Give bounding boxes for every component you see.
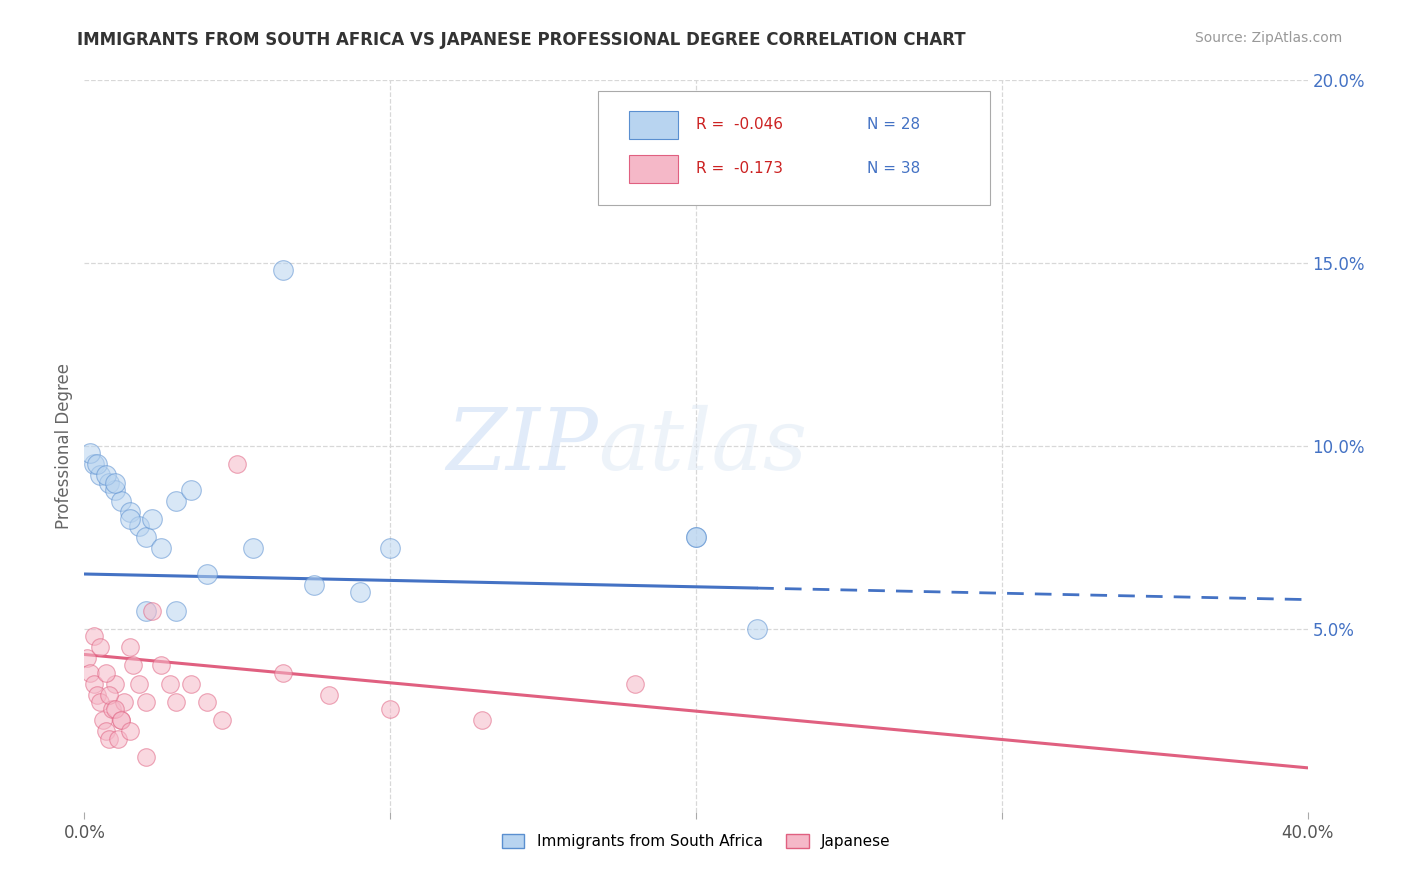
- Point: [104, 702, 127, 716]
- Point: [271, 665, 294, 680]
- Point: [83, 676, 105, 690]
- Point: [747, 622, 769, 636]
- Text: R =  -0.046: R = -0.046: [696, 118, 783, 132]
- Point: [120, 724, 142, 739]
- Point: [380, 541, 402, 556]
- FancyBboxPatch shape: [628, 155, 678, 183]
- Point: [226, 457, 249, 471]
- Point: [94, 665, 117, 680]
- Point: [104, 483, 127, 497]
- Point: [97, 475, 120, 490]
- FancyBboxPatch shape: [598, 91, 990, 204]
- Point: [128, 519, 150, 533]
- Point: [135, 530, 157, 544]
- Text: atlas: atlas: [598, 405, 807, 487]
- Point: [141, 603, 163, 617]
- Point: [165, 603, 187, 617]
- Point: [165, 695, 187, 709]
- Point: [624, 676, 647, 690]
- Point: [141, 512, 163, 526]
- Point: [180, 676, 202, 690]
- Point: [89, 695, 111, 709]
- Point: [94, 468, 117, 483]
- Point: [110, 714, 132, 728]
- Text: ZIP: ZIP: [446, 405, 598, 487]
- Point: [135, 695, 157, 709]
- Point: [86, 688, 108, 702]
- Point: [135, 603, 157, 617]
- Legend: Immigrants from South Africa, Japanese: Immigrants from South Africa, Japanese: [495, 828, 897, 855]
- Point: [242, 541, 264, 556]
- FancyBboxPatch shape: [628, 111, 678, 139]
- Point: [79, 446, 101, 460]
- Point: [120, 512, 142, 526]
- Point: [128, 676, 150, 690]
- Point: [79, 665, 101, 680]
- Point: [104, 475, 127, 490]
- Point: [380, 702, 402, 716]
- Point: [122, 658, 145, 673]
- Point: [104, 676, 127, 690]
- Point: [120, 640, 142, 655]
- Point: [89, 640, 111, 655]
- Text: IMMIGRANTS FROM SOUTH AFRICA VS JAPANESE PROFESSIONAL DEGREE CORRELATION CHART: IMMIGRANTS FROM SOUTH AFRICA VS JAPANESE…: [77, 31, 966, 49]
- Point: [471, 714, 494, 728]
- Point: [149, 541, 172, 556]
- Point: [349, 585, 371, 599]
- Point: [685, 530, 707, 544]
- Point: [83, 457, 105, 471]
- Point: [89, 468, 111, 483]
- Point: [91, 714, 114, 728]
- Point: [159, 676, 181, 690]
- Point: [110, 494, 132, 508]
- Point: [149, 658, 172, 673]
- Point: [101, 702, 124, 716]
- Text: N = 38: N = 38: [868, 161, 921, 177]
- Point: [302, 578, 325, 592]
- Text: Source: ZipAtlas.com: Source: ZipAtlas.com: [1195, 31, 1343, 45]
- Point: [271, 263, 294, 277]
- Point: [135, 749, 157, 764]
- Point: [83, 629, 105, 643]
- Point: [165, 494, 187, 508]
- Point: [318, 688, 340, 702]
- Point: [94, 724, 117, 739]
- Point: [685, 530, 707, 544]
- Point: [97, 688, 120, 702]
- Point: [120, 505, 142, 519]
- Point: [110, 714, 132, 728]
- Point: [195, 567, 218, 582]
- Point: [86, 457, 108, 471]
- Point: [195, 695, 218, 709]
- Point: [76, 651, 98, 665]
- Point: [107, 731, 129, 746]
- Y-axis label: Professional Degree: Professional Degree: [55, 363, 73, 529]
- Text: N = 28: N = 28: [868, 118, 921, 132]
- Point: [97, 731, 120, 746]
- Point: [211, 714, 233, 728]
- Point: [180, 483, 202, 497]
- Point: [112, 695, 135, 709]
- Text: R =  -0.173: R = -0.173: [696, 161, 783, 177]
